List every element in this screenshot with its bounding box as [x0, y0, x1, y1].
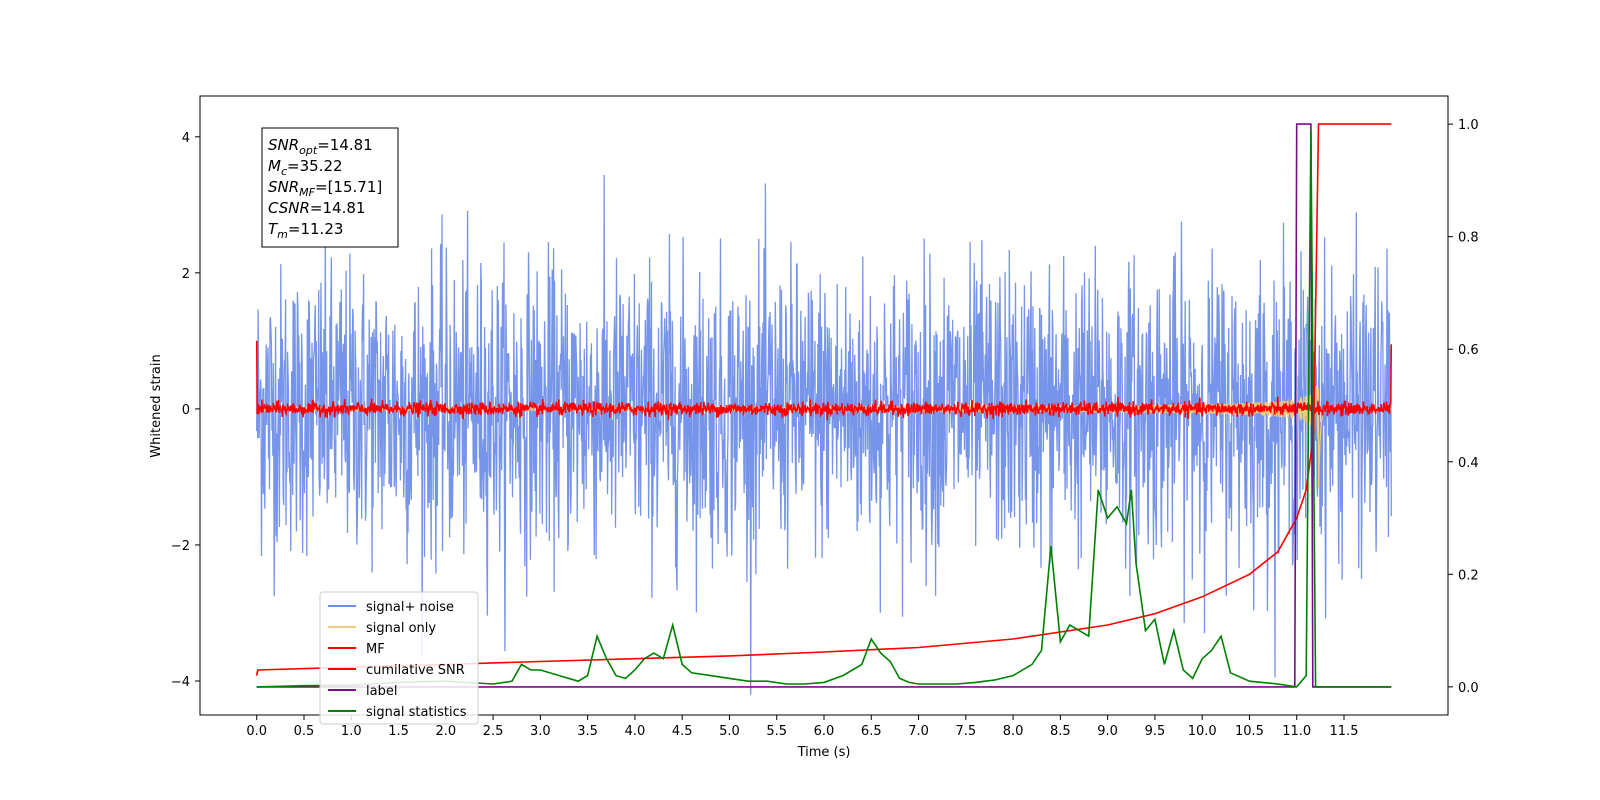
- x-tick-label: 2.0: [435, 724, 456, 739]
- x-tick-label: 11.5: [1330, 724, 1359, 739]
- x-tick-label: 11.0: [1282, 724, 1311, 739]
- x-tick-label: 1.0: [341, 724, 362, 739]
- annotation-line: SNRopt=14.81: [268, 136, 373, 157]
- x-tick-label: 10.5: [1235, 724, 1264, 739]
- x-tick-label: 0.5: [294, 724, 315, 739]
- left-y-tick-label: 4: [182, 131, 190, 146]
- annotation-line: SNRMF=[15.71]: [268, 178, 382, 199]
- annotation-line: CSNR=14.81: [268, 199, 365, 217]
- left-y-tick-label: 2: [182, 267, 190, 282]
- x-tick-label: 4.5: [672, 724, 693, 739]
- series-signal-statistics-line: [256, 129, 1392, 688]
- right-y-tick-label: 0.6: [1458, 343, 1479, 358]
- right-y-tick-label: 1.0: [1458, 118, 1479, 133]
- x-tick-label: 0.0: [246, 724, 267, 739]
- x-tick-label: 7.5: [955, 724, 976, 739]
- right-y-tick-label: 0.2: [1458, 568, 1479, 583]
- legend-label: signal statistics: [366, 705, 467, 720]
- legend: signal+ noise signal only MF cumilative SNR…: [319, 591, 479, 725]
- legend-label: cumilative SNR: [366, 663, 465, 678]
- legend-label: signal only: [366, 621, 436, 636]
- legend-frame: [319, 591, 479, 725]
- left-y-tick-label: 0: [182, 403, 190, 418]
- x-tick-label: 5.0: [719, 724, 740, 739]
- x-tick-label: 9.5: [1145, 724, 1166, 739]
- x-tick-label: 4.0: [625, 724, 646, 739]
- y-axis-label: Whitened strain: [149, 354, 164, 457]
- right-y-tick-label: 0.8: [1458, 231, 1479, 246]
- annotation-line: Tm=11.23: [268, 220, 343, 241]
- x-axis-label: Time (s): [797, 745, 851, 760]
- x-tick-label: 5.5: [766, 724, 787, 739]
- right-y-tick-label: 0.0: [1458, 681, 1479, 696]
- legend-label: signal+ noise: [366, 600, 454, 615]
- x-tick-label: 3.5: [577, 724, 598, 739]
- x-tick-label: 3.0: [530, 724, 551, 739]
- legend-label: label: [366, 684, 397, 699]
- x-tick-label: 8.5: [1050, 724, 1071, 739]
- legend-label: MF: [366, 642, 385, 657]
- left-y-tick-label: −4: [171, 675, 190, 690]
- series-signal-noise-line: [256, 174, 1392, 695]
- x-tick-label: 6.0: [814, 724, 835, 739]
- right-y-tick-label: 0.4: [1458, 456, 1479, 471]
- x-tick-label: 2.5: [483, 724, 504, 739]
- x-tick-label: 9.0: [1097, 724, 1118, 739]
- x-tick-label: 1.5: [388, 724, 409, 739]
- x-axis: 0.0 0.5 1.0 1.5 2.0 2.5 3.0 3.5 4.0 4.5 5.0 5.5 6.0 6…: [246, 715, 1358, 739]
- x-tick-label: 8.0: [1003, 724, 1024, 739]
- right-y-axis: 1.0 0.8 0.6 0.4 0.2 0.0: [1448, 118, 1479, 696]
- annotation-frame: [261, 127, 399, 248]
- x-tick-label: 7.0: [908, 724, 929, 739]
- x-tick-label: 10.0: [1188, 724, 1217, 739]
- series-mf-line: [255, 340, 1393, 421]
- left-y-tick-label: −2: [171, 539, 190, 554]
- annotation-box: SNRopt=14.81Mc=35.22SNRMF=[15.71]CSNR=14…: [261, 127, 399, 248]
- annotation-line: Mc=35.22: [268, 157, 343, 178]
- left-y-axis: 4 2 0 −2 −4: [171, 131, 200, 690]
- x-tick-label: 6.5: [861, 724, 882, 739]
